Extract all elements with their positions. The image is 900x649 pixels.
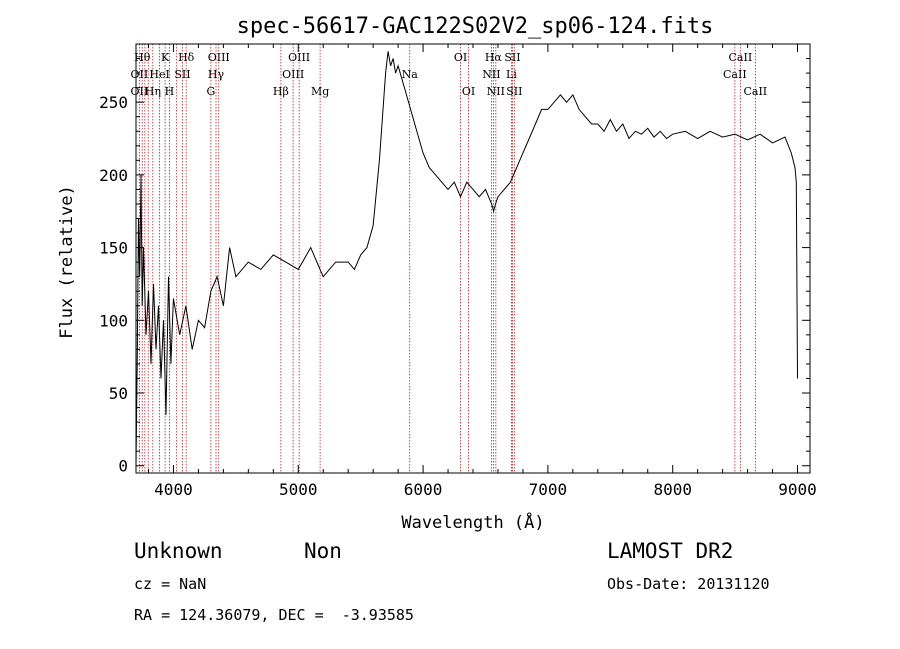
line-label-3: OIII xyxy=(208,51,230,64)
spectral-line-markers xyxy=(138,44,756,473)
line-label-5: OI xyxy=(454,51,467,64)
spectrum-line xyxy=(135,51,798,466)
line-label-0: Hθ xyxy=(134,51,151,64)
plot-frame xyxy=(135,43,811,474)
y-axis-label: Flux (relative) xyxy=(57,185,77,339)
cz-value: cz = NaN xyxy=(134,575,206,593)
line-label-9: OII xyxy=(131,68,149,81)
line-label-21: G xyxy=(206,85,215,98)
line-label-26: SII xyxy=(506,85,522,98)
line-label-15: NII xyxy=(482,68,500,81)
y-tick-label-5: 250 xyxy=(99,93,128,112)
x-axis-ticks: 4000 5000 6000 7000 8000 9000 xyxy=(147,44,817,499)
line-label-1: K xyxy=(161,51,170,64)
subclass-label: Non xyxy=(304,539,342,563)
chart-title: spec-56617-GAC122S02V2_sp06-124.fits xyxy=(237,14,714,39)
line-label-19: Hη xyxy=(145,85,161,98)
line-label-25: NII xyxy=(487,85,505,98)
y-tick-label-1: 50 xyxy=(109,384,128,403)
y-tick-label-3: 150 xyxy=(99,239,128,258)
x-tick-label-3: 7000 xyxy=(529,480,568,499)
line-label-13: OIII xyxy=(282,68,304,81)
y-axis-ticks: 0 50 100 150 200 250 xyxy=(99,58,810,476)
line-label-2: Hδ xyxy=(178,51,195,64)
class-label: Unknown xyxy=(134,539,223,563)
line-label-14: Na xyxy=(402,68,419,81)
line-label-8: CaII xyxy=(729,51,753,64)
line-label-18: OII xyxy=(131,85,149,98)
coordinates: RA = 124.36079, DEC = -3.93585 xyxy=(134,606,414,624)
x-tick-label-1: 5000 xyxy=(279,480,318,499)
line-label-24: OI xyxy=(462,85,475,98)
line-label-11: SII xyxy=(174,68,190,81)
x-tick-label-2: 6000 xyxy=(404,480,443,499)
line-label-4: OIII xyxy=(288,51,310,64)
y-tick-label-0: 0 xyxy=(118,457,128,476)
line-label-27: CaII xyxy=(743,85,767,98)
line-label-16: Li xyxy=(506,68,517,81)
line-label-7: SII xyxy=(504,51,520,64)
obs-date: Obs-Date: 20131120 xyxy=(607,575,770,593)
survey-label: LAMOST DR2 xyxy=(607,539,733,563)
line-label-12: Hγ xyxy=(208,68,225,81)
y-tick-label-4: 200 xyxy=(99,166,128,185)
line-label-6: Hα xyxy=(485,51,503,64)
x-tick-label-4: 8000 xyxy=(653,480,692,499)
y-tick-label-2: 100 xyxy=(99,311,128,330)
line-label-22: Hβ xyxy=(273,85,289,98)
line-label-17: CaII xyxy=(723,68,747,81)
line-label-10: HeI xyxy=(149,68,169,81)
x-tick-label-0: 4000 xyxy=(154,480,193,499)
x-axis-label: Wavelength (Å) xyxy=(401,511,544,533)
line-label-23: Mg xyxy=(311,85,329,98)
x-tick-label-5: 9000 xyxy=(778,480,817,499)
line-label-20: H xyxy=(165,85,175,98)
